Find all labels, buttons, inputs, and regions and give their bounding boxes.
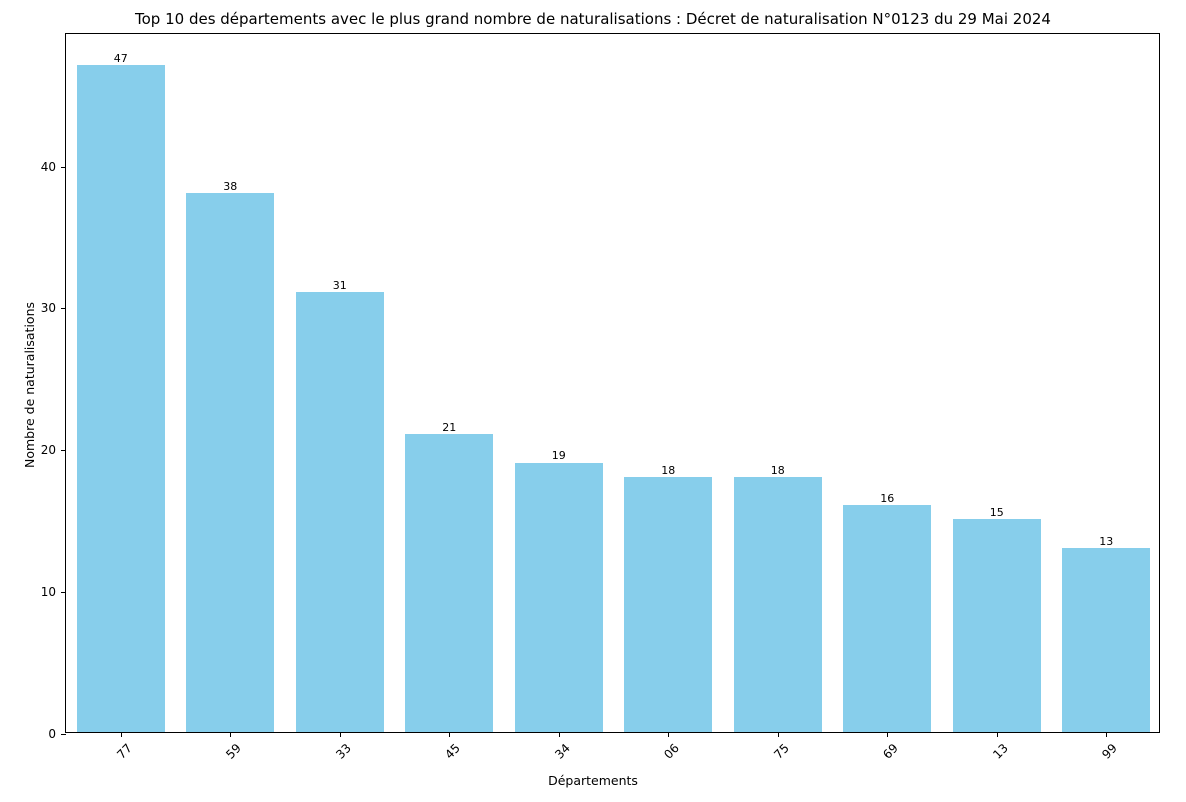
bar [186, 193, 274, 732]
chart-title: Top 10 des départements avec le plus gra… [0, 10, 1186, 28]
x-tick-mark [559, 732, 560, 737]
x-tick-mark [778, 732, 779, 737]
bar [624, 477, 712, 732]
x-axis-label: Départements [0, 773, 1186, 788]
x-tick-label: 99 [1099, 741, 1120, 762]
y-tick-label: 10 [41, 585, 56, 599]
bar [843, 505, 931, 732]
x-tick-mark [887, 732, 888, 737]
x-tick-mark [340, 732, 341, 737]
x-tick-mark [449, 732, 450, 737]
bar-value-label: 18 [771, 464, 785, 477]
x-tick-mark [121, 732, 122, 737]
x-tick-label: 45 [442, 741, 463, 762]
x-tick-label: 59 [223, 741, 244, 762]
figure: Top 10 des départements avec le plus gra… [0, 0, 1186, 802]
bar [405, 434, 493, 732]
y-tick-label: 40 [41, 160, 56, 174]
bar-value-label: 16 [880, 492, 894, 505]
bar-value-label: 38 [223, 180, 237, 193]
bar-value-label: 13 [1099, 535, 1113, 548]
bar [734, 477, 822, 732]
y-tick-mark [61, 734, 66, 735]
bar [1062, 548, 1150, 732]
y-tick-label: 0 [48, 727, 56, 741]
bar [515, 463, 603, 733]
y-tick-label: 20 [41, 443, 56, 457]
x-tick-label: 33 [333, 741, 354, 762]
x-tick-label: 34 [552, 741, 573, 762]
bar-value-label: 31 [333, 279, 347, 292]
x-tick-label: 69 [880, 741, 901, 762]
y-tick-mark [61, 592, 66, 593]
bar-value-label: 15 [990, 506, 1004, 519]
x-tick-label: 75 [771, 741, 792, 762]
bar [77, 65, 165, 732]
x-tick-label: 13 [990, 741, 1011, 762]
bar-value-label: 47 [114, 52, 128, 65]
bar-value-label: 19 [552, 449, 566, 462]
y-tick-label: 30 [41, 301, 56, 315]
x-tick-label: 06 [661, 741, 682, 762]
y-tick-mark [61, 308, 66, 309]
y-tick-mark [61, 450, 66, 451]
x-tick-label: 77 [114, 741, 135, 762]
y-axis-label: Nombre de naturalisations [22, 302, 37, 468]
x-tick-mark [668, 732, 669, 737]
y-tick-mark [61, 167, 66, 168]
x-tick-mark [230, 732, 231, 737]
bar [953, 519, 1041, 732]
bar-value-label: 18 [661, 464, 675, 477]
bar [296, 292, 384, 732]
bar-value-label: 21 [442, 421, 456, 434]
x-tick-mark [1106, 732, 1107, 737]
x-tick-mark [997, 732, 998, 737]
plot-area: 0102030404777385931332145193418061875166… [65, 33, 1160, 733]
